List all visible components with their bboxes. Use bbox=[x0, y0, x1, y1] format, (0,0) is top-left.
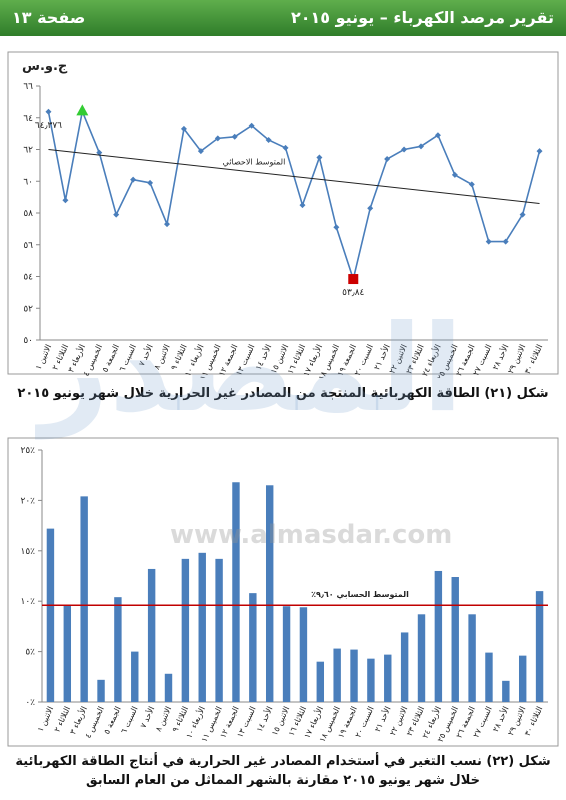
y-tick-label: ٦٢ bbox=[23, 146, 33, 156]
caption: شكل (٢١) الطاقة الكهربائية المنتجة من ال… bbox=[17, 386, 549, 401]
point bbox=[434, 132, 441, 139]
bar bbox=[249, 593, 257, 702]
point bbox=[384, 156, 391, 163]
min-marker bbox=[348, 274, 359, 285]
value-label: ٦٤٫٣٧٦ bbox=[35, 121, 62, 131]
bar bbox=[265, 485, 274, 702]
bar bbox=[485, 652, 493, 702]
bar bbox=[282, 606, 291, 702]
point bbox=[197, 148, 204, 155]
bar bbox=[417, 614, 426, 702]
max-marker bbox=[76, 104, 89, 116]
point bbox=[536, 148, 543, 155]
bar bbox=[80, 496, 88, 702]
point bbox=[214, 135, 221, 142]
point bbox=[333, 224, 340, 231]
header: تقرير مرصد الكهرباء – يونيو ٢٠١٥ صفحة ١٣ bbox=[0, 0, 566, 36]
bar bbox=[147, 568, 156, 702]
y-tick-label: ٥٨ bbox=[23, 209, 33, 219]
point bbox=[418, 143, 424, 150]
bar bbox=[164, 673, 173, 702]
bar bbox=[97, 679, 105, 702]
point bbox=[519, 211, 526, 218]
header-title: تقرير مرصد الكهرباء – يونيو ٢٠١٥ bbox=[290, 8, 554, 27]
point bbox=[299, 202, 306, 209]
bar bbox=[63, 605, 72, 702]
y-tick-label: ٦٠ bbox=[23, 177, 33, 187]
chart-frame bbox=[7, 51, 559, 375]
bar bbox=[198, 552, 206, 702]
point bbox=[130, 176, 137, 183]
bar bbox=[131, 651, 139, 702]
bar bbox=[114, 597, 122, 702]
point bbox=[502, 238, 509, 245]
y-tick-label: ٢٥٪ bbox=[20, 446, 35, 456]
y-tick-label: ٥٪ bbox=[25, 648, 35, 658]
y-tick-label: ١٠٪ bbox=[20, 597, 35, 607]
bar bbox=[350, 649, 358, 702]
point bbox=[147, 179, 154, 186]
y-tick-label: ٥٤ bbox=[23, 273, 33, 283]
bar bbox=[451, 577, 459, 702]
y-tick-label: ٥٠ bbox=[23, 336, 33, 346]
y-axis-label: ج.و.س bbox=[22, 59, 68, 74]
caption: شكل (٢٢) نسب التغير في أستخدام المصادر غ… bbox=[15, 754, 551, 788]
page-number: صفحة ١٣ bbox=[12, 8, 86, 27]
point bbox=[96, 149, 103, 156]
bar bbox=[333, 648, 341, 702]
bar bbox=[384, 654, 392, 702]
point bbox=[231, 133, 238, 140]
bar bbox=[181, 558, 190, 702]
y-tick-label: ٥٦ bbox=[23, 241, 33, 251]
point bbox=[180, 125, 187, 132]
y-tick-label: ٠٪ bbox=[25, 698, 35, 708]
point bbox=[45, 108, 52, 115]
chart-frame bbox=[7, 437, 559, 747]
bar bbox=[468, 614, 476, 702]
point bbox=[451, 171, 458, 178]
trend-label: المتوسط الاحصائي bbox=[223, 157, 286, 166]
trend-line bbox=[48, 149, 540, 204]
y-tick-label: ٢٠٪ bbox=[20, 496, 35, 506]
bar bbox=[316, 661, 325, 702]
point bbox=[316, 154, 323, 161]
point bbox=[401, 146, 408, 153]
bar bbox=[46, 528, 55, 702]
bar bbox=[215, 558, 223, 702]
point bbox=[265, 136, 272, 143]
point bbox=[282, 144, 289, 151]
y-tick-label: ٦٦ bbox=[23, 82, 33, 92]
point bbox=[62, 197, 69, 204]
bar bbox=[502, 680, 510, 702]
point bbox=[468, 181, 475, 188]
bar bbox=[434, 570, 443, 702]
point bbox=[164, 221, 170, 228]
x-tick-label: الأحد ٧ bbox=[136, 343, 155, 368]
y-tick-label: ٦٤ bbox=[23, 114, 33, 124]
x-tick-label: الأحد ٧ bbox=[138, 705, 157, 730]
bar bbox=[400, 632, 409, 702]
value-label: ٥٣٫٨٤ bbox=[342, 288, 364, 298]
bar bbox=[232, 482, 240, 702]
point bbox=[248, 122, 255, 129]
bar bbox=[299, 607, 308, 702]
y-tick-label: ٥٢ bbox=[23, 304, 33, 314]
bar bbox=[535, 591, 544, 702]
point bbox=[113, 211, 120, 218]
average-label: المتوسط الحسابي ٩٫٦٠٪ bbox=[311, 590, 409, 599]
bar bbox=[367, 658, 375, 702]
point bbox=[485, 238, 492, 245]
y-tick-label: ١٥٪ bbox=[20, 547, 35, 557]
bar bbox=[518, 655, 527, 702]
point bbox=[367, 205, 374, 212]
